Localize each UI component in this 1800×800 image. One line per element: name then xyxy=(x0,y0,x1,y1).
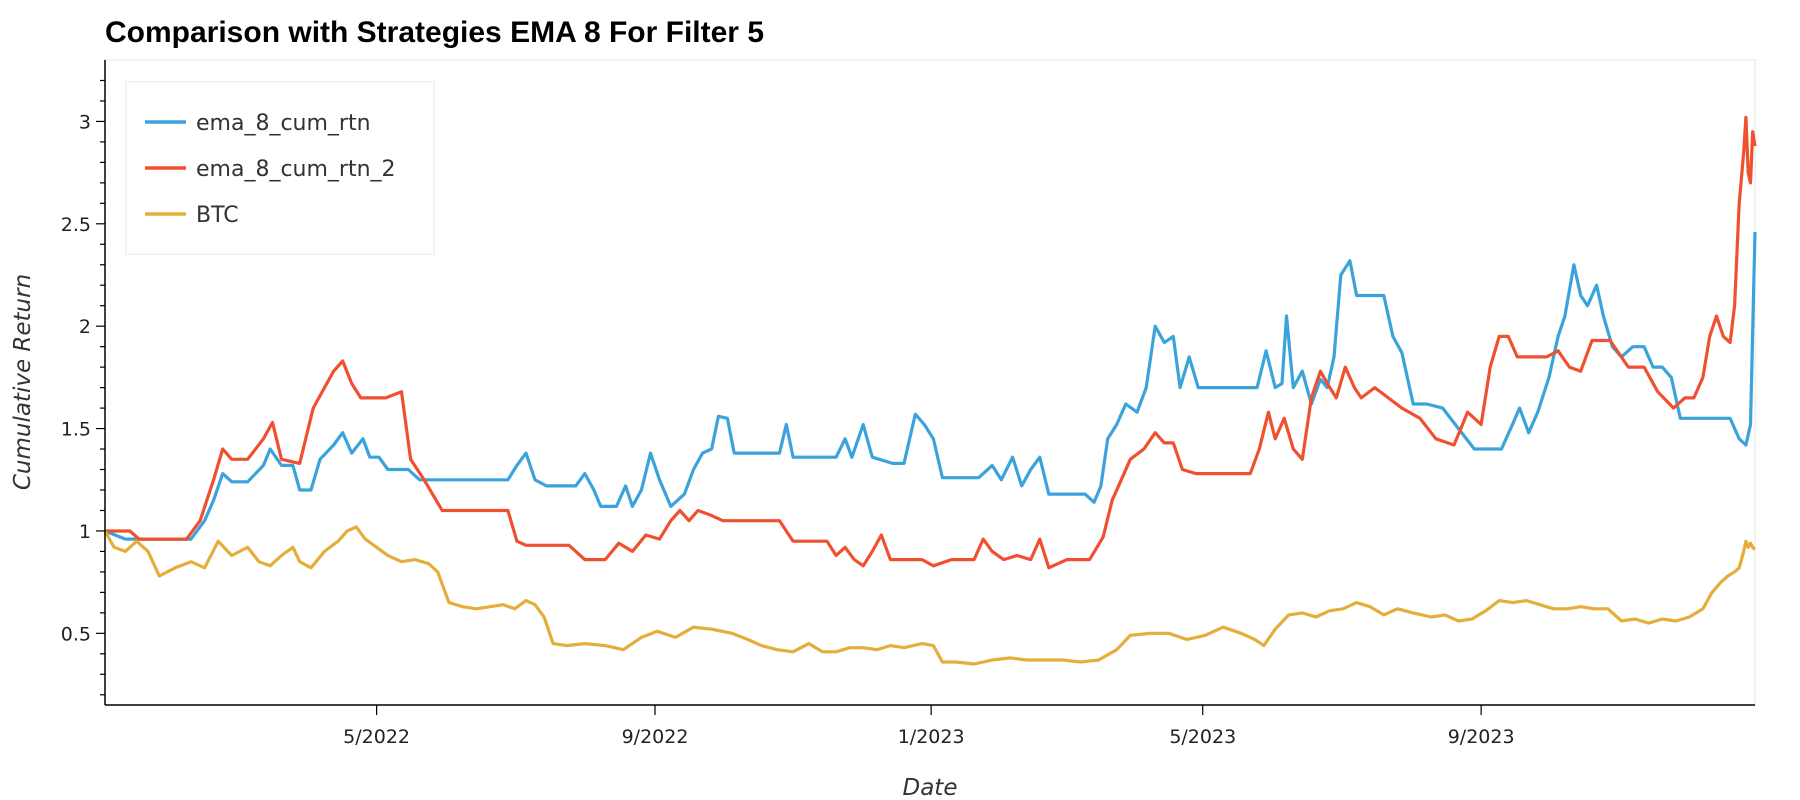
y-tick-label: 2.5 xyxy=(61,214,91,236)
x-tick-label: 9/2023 xyxy=(1448,726,1515,748)
x-tick-label: 5/2022 xyxy=(343,726,410,748)
y-axis-label: Cumulative Return xyxy=(10,274,36,490)
y-tick-label: 1.5 xyxy=(61,419,91,441)
legend-label-0: ema_8_cum_rtn xyxy=(196,111,371,136)
legend-label-1: ema_8_cum_rtn_2 xyxy=(196,157,396,182)
x-axis-ticks: 5/2022 9/2022 1/2023 5/2023 9/2023 xyxy=(343,705,1515,748)
chart-title: Comparison with Strategies EMA 8 For Fil… xyxy=(105,16,764,49)
y-tick-label: 1 xyxy=(79,521,91,543)
legend: ema_8_cum_rtn ema_8_cum_rtn_2 BTC xyxy=(125,81,435,255)
series-line-1 xyxy=(105,115,1757,570)
series-line-0 xyxy=(104,231,1757,541)
series-line-2 xyxy=(103,525,1757,666)
series-layer xyxy=(103,115,1757,666)
x-axis-label: Date xyxy=(903,775,958,800)
x-tick-label: 9/2022 xyxy=(622,726,689,748)
x-tick-label: 5/2023 xyxy=(1169,726,1236,748)
y-tick-label: 3 xyxy=(79,111,91,133)
y-axis-ticks: 0.5 1 1.5 2 2.5 3 xyxy=(61,79,105,696)
y-tick-label: 0.5 xyxy=(61,623,91,645)
legend-label-2: BTC xyxy=(196,203,239,228)
y-tick-label: 2 xyxy=(79,316,91,338)
x-tick-label: 1/2023 xyxy=(898,726,965,748)
